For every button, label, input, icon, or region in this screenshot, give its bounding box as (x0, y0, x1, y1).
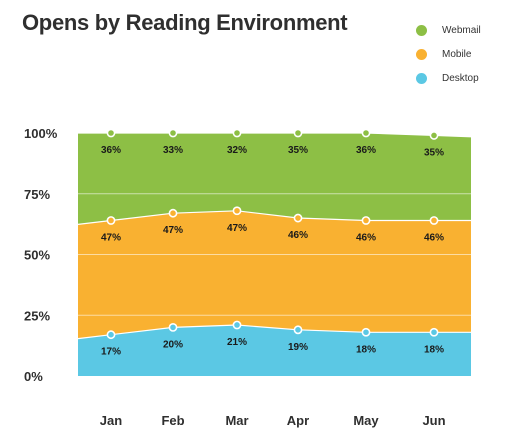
legend-swatch-mobile (416, 48, 427, 60)
marker-desktop-apr (293, 325, 303, 335)
marker-webmail-feb (168, 128, 178, 138)
y-tick-label-75pct: 75% (24, 187, 50, 202)
data-label-mobile-jan: 47% (101, 232, 121, 243)
legend-swatch-webmail (416, 24, 427, 36)
data-label-mobile-jun: 46% (424, 232, 444, 243)
data-label-desktop-apr: 19% (288, 342, 308, 353)
data-label-mobile-mar: 47% (227, 223, 247, 234)
marker-desktop-mar (232, 320, 242, 330)
data-label-desktop-mar: 21% (227, 337, 247, 348)
legend-label-webmail: Webmail (442, 24, 481, 36)
boundary-line-desktop (77, 324, 471, 340)
marker-desktop-may (361, 327, 371, 337)
y-tick-label-100pct: 100% (24, 126, 58, 141)
marker-webmail-apr (293, 128, 303, 138)
legend: Webmail Mobile Desktop (416, 18, 481, 90)
x-tick-label-jun: Jun (422, 413, 445, 428)
data-label-webmail-mar: 32% (227, 145, 247, 156)
data-label-webmail-feb: 33% (163, 145, 183, 156)
data-label-mobile-feb: 47% (163, 225, 183, 236)
data-label-mobile-may: 46% (356, 232, 376, 243)
marker-mobile-apr (293, 213, 303, 223)
data-label-desktop-feb: 20% (163, 339, 183, 350)
area-webmail (78, 133, 471, 225)
data-label-webmail-apr: 35% (288, 145, 308, 156)
legend-swatch-desktop (416, 72, 427, 84)
boundary-line-mobile (77, 210, 471, 225)
chart-title: Opens by Reading Environment (22, 10, 348, 35)
legend-item-mobile: Mobile (416, 42, 481, 66)
y-tick-label-50pct: 50% (24, 248, 50, 263)
data-label-desktop-jan: 17% (101, 347, 121, 358)
data-label-webmail-jan: 36% (101, 145, 121, 156)
boundary-line-webmail (78, 132, 472, 138)
x-tick-label-jan: Jan (100, 413, 122, 428)
data-label-webmail-may: 36% (356, 145, 376, 156)
data-label-desktop-may: 18% (356, 344, 376, 355)
x-tick-label-mar: Mar (225, 413, 248, 428)
marker-webmail-jun (429, 131, 439, 140)
marker-mobile-mar (232, 206, 242, 216)
legend-label-mobile: Mobile (442, 48, 472, 60)
legend-item-desktop: Desktop (416, 66, 481, 90)
legend-label-desktop: Desktop (442, 72, 479, 84)
marker-mobile-may (361, 216, 371, 225)
y-tick-label-0pct: 0% (24, 369, 43, 384)
y-tick-label-25pct: 25% (24, 308, 50, 323)
marker-webmail-may (361, 128, 371, 138)
marker-mobile-jun (429, 216, 439, 225)
marker-desktop-feb (168, 322, 178, 332)
marker-desktop-jan (106, 330, 116, 340)
marker-webmail-jan (106, 128, 116, 138)
data-label-webmail-jun: 35% (424, 147, 444, 158)
marker-mobile-jan (106, 216, 116, 225)
x-tick-label-may: May (353, 413, 379, 428)
marker-mobile-feb (168, 208, 178, 218)
marker-desktop-jun (429, 327, 439, 337)
data-label-desktop-jun: 18% (424, 344, 444, 355)
data-label-mobile-apr: 46% (288, 230, 308, 241)
x-tick-label-feb: Feb (161, 413, 184, 428)
marker-webmail-mar (232, 128, 242, 138)
legend-item-webmail: Webmail (416, 18, 481, 42)
area-mobile (78, 210, 471, 339)
x-tick-label-apr: Apr (287, 413, 309, 428)
area-desktop (78, 325, 471, 376)
